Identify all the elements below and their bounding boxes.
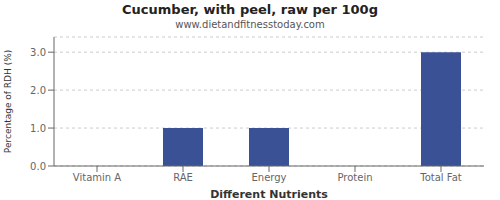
svg-text:Different Nutrients: Different Nutrients xyxy=(210,188,328,200)
svg-text:Energy: Energy xyxy=(251,172,286,183)
html-text:www.dietandfitnesstoday.com: www.dietandfitnesstoday.com xyxy=(175,19,325,30)
svg-text:2.0: 2.0 xyxy=(30,85,46,96)
svg-text:Protein: Protein xyxy=(337,172,372,183)
svg-text:RAE: RAE xyxy=(173,172,193,183)
svg-text:0.0: 0.0 xyxy=(30,161,46,172)
svg-text:3.0: 3.0 xyxy=(30,47,46,58)
svg-text:Total Fat: Total Fat xyxy=(419,172,461,183)
html-text:Cucumber, with peel, raw per 1: Cucumber, with peel, raw per 100g xyxy=(122,2,378,17)
svg-text:Percentage of RDH (%): Percentage of RDH (%) xyxy=(8,50,13,153)
svg-text:1.0: 1.0 xyxy=(30,123,46,134)
svg-text:Vitamin A: Vitamin A xyxy=(73,172,121,183)
